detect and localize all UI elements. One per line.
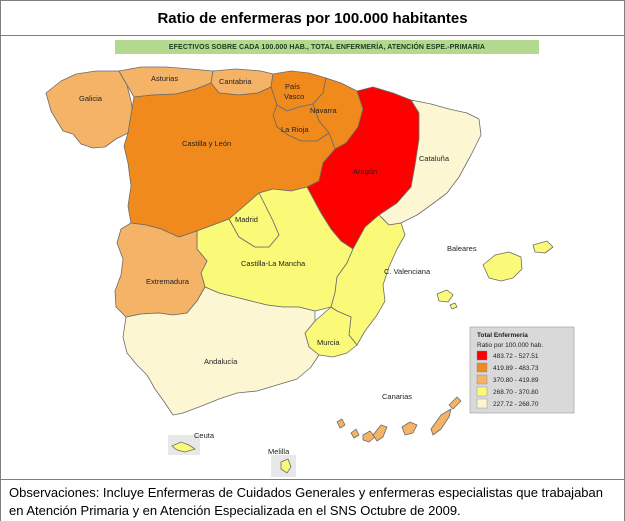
region-labels: Galicia Asturias Cantabria País Vasco Na… — [79, 74, 477, 456]
legend-swatch-3 — [476, 374, 488, 385]
legend-title: Total Enfermería — [477, 332, 528, 339]
region-baleares-menorca[interactable] — [532, 240, 554, 254]
legend-range-5: 227.72 - 268.70 — [493, 401, 539, 408]
region-galicia[interactable] — [45, 70, 135, 149]
label-cantabria: Cantabria — [219, 77, 252, 86]
label-pais-vasco-2: Vasco — [284, 92, 304, 101]
legend-swatch-5 — [476, 398, 488, 409]
legend-subtitle: Ratio por 100.000 hab. — [477, 342, 543, 349]
map-legend: Total Enfermería Ratio por 100.000 hab. … — [469, 326, 575, 414]
label-la-rioja: La Rioja — [281, 125, 309, 134]
label-baleares: Baleares — [447, 244, 477, 253]
legend-swatch-2 — [476, 362, 488, 373]
region-ceuta[interactable] — [171, 441, 196, 453]
region-extremadura[interactable] — [114, 222, 208, 318]
label-ceuta: Ceuta — [194, 431, 215, 440]
region-baleares-formentera[interactable] — [449, 302, 458, 310]
label-madrid: Madrid — [235, 215, 258, 224]
legend-range-4: 268.70 - 370.80 — [493, 389, 539, 396]
region-andalucia[interactable] — [122, 286, 320, 416]
legend-range-2: 419.89 - 483.73 — [493, 365, 539, 372]
subtitle-banner: EFECTIVOS SOBRE CADA 100.000 HAB., TOTAL… — [115, 40, 539, 54]
label-aragon: Aragón — [353, 167, 377, 176]
region-baleares-ibiza[interactable] — [436, 289, 454, 303]
legend-range-3: 370.80 - 419.89 — [493, 377, 539, 384]
label-c-valenciana: C. Valenciana — [384, 267, 431, 276]
legend-range-1: 483.72 - 527.51 — [493, 353, 539, 360]
label-andalucia: Andalucía — [204, 357, 238, 366]
label-melilla: Melilla — [268, 447, 290, 456]
label-murcia: Murcia — [317, 338, 340, 347]
title-bar: Ratio de enfermeras por 100.000 habitant… — [1, 1, 624, 36]
label-navarra: Navarra — [310, 106, 338, 115]
notes-text: Observaciones: Incluye Enfermeras de Cui… — [9, 485, 603, 518]
choropleth-map: Galicia Asturias Cantabria País Vasco Na… — [45, 66, 575, 477]
label-castilla-la-mancha: Castilla-La Mancha — [241, 259, 306, 268]
label-asturias: Asturias — [151, 74, 178, 83]
label-castilla-leon: Castilla y León — [182, 139, 231, 148]
region-baleares-mallorca[interactable] — [482, 251, 523, 282]
label-galicia: Galicia — [79, 94, 103, 103]
label-pais-vasco-1: País — [285, 82, 300, 91]
region-cataluna[interactable] — [378, 99, 482, 226]
legend-swatch-4 — [476, 386, 488, 397]
label-canarias: Canarias — [382, 392, 412, 401]
region-canarias[interactable] — [336, 396, 462, 443]
map-subtitle: EFECTIVOS SOBRE CADA 100.000 HAB., TOTAL… — [168, 43, 486, 51]
label-cataluna: Cataluña — [419, 154, 450, 163]
region-melilla[interactable] — [280, 458, 292, 474]
label-extremadura: Extremadura — [146, 277, 190, 286]
legend-swatch-1 — [476, 350, 488, 361]
notes-box: Observaciones: Incluye Enfermeras de Cui… — [1, 479, 624, 521]
region-madrid[interactable] — [228, 192, 280, 248]
map-title: Ratio de enfermeras por 100.000 habitant… — [157, 9, 468, 27]
legend-box — [469, 326, 575, 414]
